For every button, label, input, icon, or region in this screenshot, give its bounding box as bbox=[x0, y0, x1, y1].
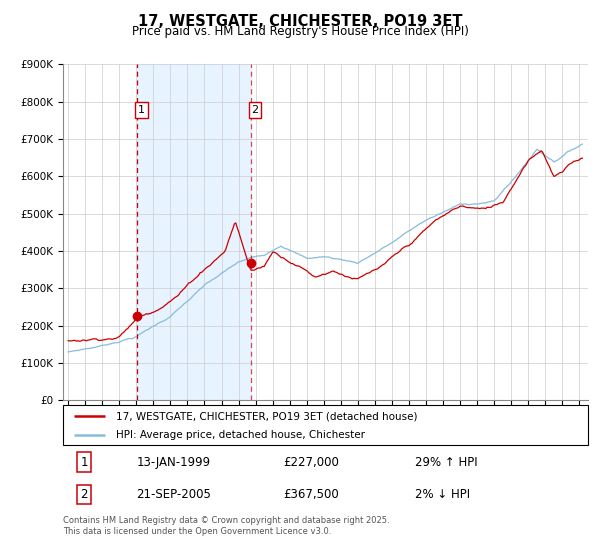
Text: 1: 1 bbox=[138, 105, 145, 115]
Text: 2: 2 bbox=[251, 105, 259, 115]
Text: 2% ↓ HPI: 2% ↓ HPI bbox=[415, 488, 470, 501]
Text: HPI: Average price, detached house, Chichester: HPI: Average price, detached house, Chic… bbox=[115, 430, 365, 440]
Text: 17, WESTGATE, CHICHESTER, PO19 3ET: 17, WESTGATE, CHICHESTER, PO19 3ET bbox=[138, 14, 462, 29]
Text: Price paid vs. HM Land Registry's House Price Index (HPI): Price paid vs. HM Land Registry's House … bbox=[131, 25, 469, 38]
Bar bbox=[137, 64, 251, 400]
Text: 21-SEP-2005: 21-SEP-2005 bbox=[137, 488, 211, 501]
Text: 2: 2 bbox=[80, 488, 88, 501]
Text: 29% ↑ HPI: 29% ↑ HPI bbox=[415, 456, 478, 469]
Text: £227,000: £227,000 bbox=[284, 456, 340, 469]
Text: 1: 1 bbox=[80, 456, 88, 469]
Text: £367,500: £367,500 bbox=[284, 488, 339, 501]
Text: 17, WESTGATE, CHICHESTER, PO19 3ET (detached house): 17, WESTGATE, CHICHESTER, PO19 3ET (deta… bbox=[115, 411, 417, 421]
Text: 13-JAN-1999: 13-JAN-1999 bbox=[137, 456, 211, 469]
Text: Contains HM Land Registry data © Crown copyright and database right 2025.
This d: Contains HM Land Registry data © Crown c… bbox=[63, 516, 389, 536]
